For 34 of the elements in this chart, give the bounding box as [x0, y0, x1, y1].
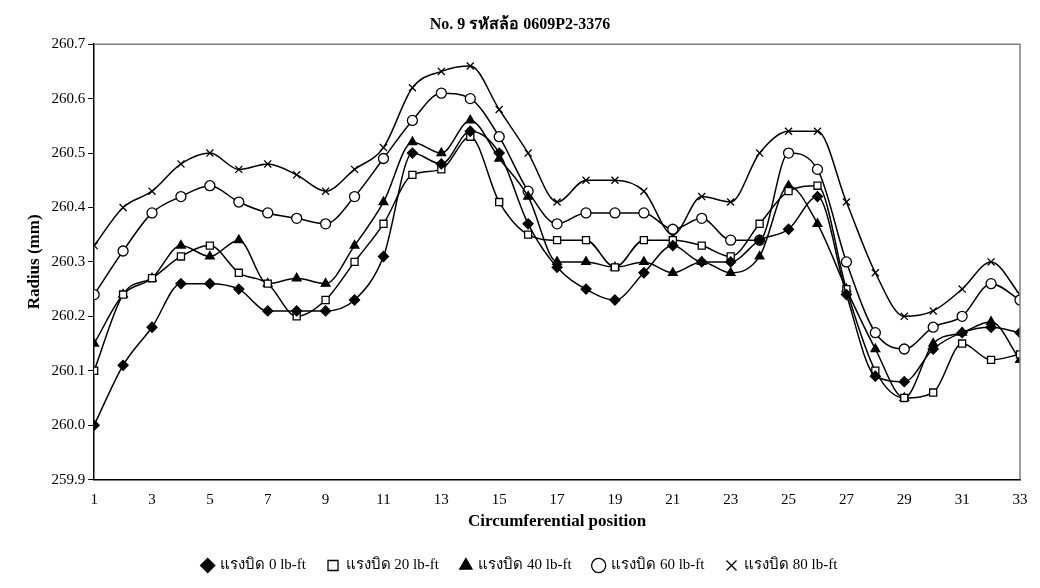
x-tick-label: 7 [264, 490, 272, 507]
x-tick-label: 23 [723, 490, 739, 507]
y-tick-label: 260.3 [51, 252, 86, 269]
x-tick-label: 9 [321, 490, 330, 507]
y-tick-label: 259.9 [51, 470, 86, 487]
x-tick-label: 5 [206, 490, 214, 507]
legend-label: แรงบิด 40 lb-ft [478, 556, 573, 573]
x-tick-label: 11 [376, 490, 391, 507]
x-tick-label: 3 [148, 490, 156, 507]
legend-label: แรงบิด 0 lb-ft [220, 556, 307, 573]
x-tick-label: 21 [665, 490, 681, 507]
x-axis-title: Circumferential position [467, 511, 647, 531]
x-tick-label: 33 [1012, 490, 1028, 507]
x-tick-label: 17 [549, 490, 566, 507]
legend-label: แรงบิด 20 lb-ft [345, 556, 440, 573]
y-tick-label: 260.0 [51, 416, 86, 433]
legend-label: แรงบิด 80 lb-ft [743, 556, 839, 573]
legend-label: แรงบิด 60 lb-ft [611, 556, 706, 573]
chart-title: No. 9 รหัสล้อ 0609P2-3376 [429, 14, 611, 32]
y-tick-label: 260.2 [51, 307, 86, 324]
y-axis-title: Radius (mm) [23, 214, 43, 310]
x-tick-label: 31 [954, 490, 970, 507]
x-tick-label: 27 [838, 490, 855, 507]
y-tick-label: 260.5 [51, 143, 86, 160]
x-tick-label: 13 [433, 490, 449, 507]
y-tick-label: 260.1 [51, 361, 86, 378]
x-tick-label: 15 [491, 490, 507, 507]
x-tick-label: 19 [607, 490, 623, 507]
x-tick-label: 25 [781, 490, 797, 507]
x-tick-label: 1 [90, 490, 98, 507]
x-tick-label: 29 [896, 490, 912, 507]
y-tick-label: 260.6 [51, 89, 86, 106]
y-tick-label: 260.7 [51, 35, 86, 52]
y-tick-label: 260.4 [51, 198, 86, 215]
